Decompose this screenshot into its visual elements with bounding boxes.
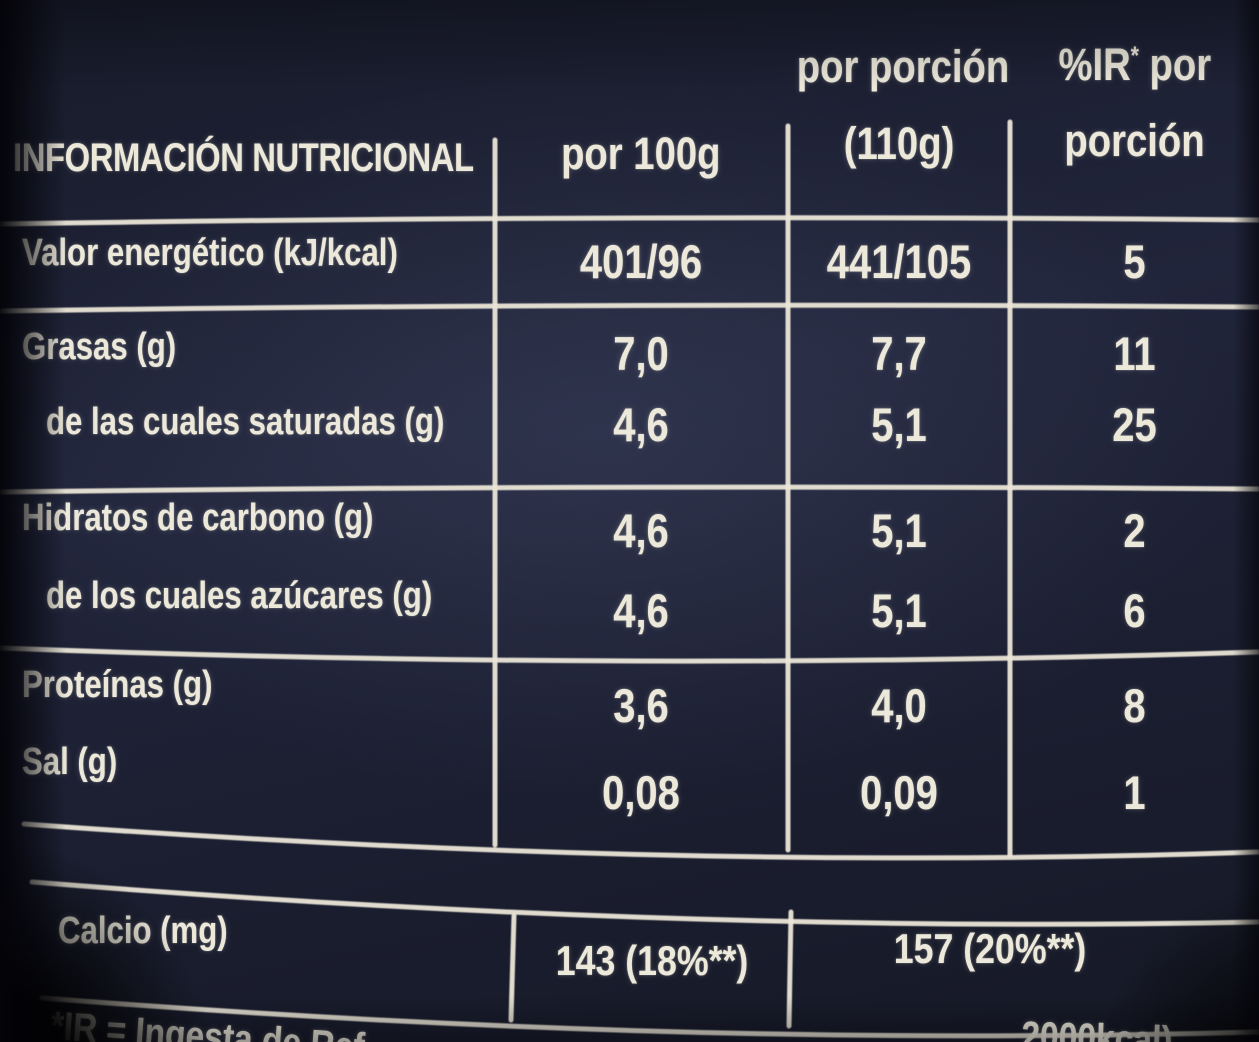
row-label: de las cuales saturadas (g) [46, 401, 445, 443]
value-per-portion: 5,1 [871, 584, 927, 637]
value-per-100g: 4,6 [613, 398, 669, 451]
value-ir-percent: 5 [1123, 235, 1146, 288]
column-header-portion-size-text: (110g) [843, 118, 955, 169]
value-per-100g: 4,6 [613, 504, 669, 557]
ir-abbrev: %IR [1058, 39, 1131, 90]
column-header-per-portion-line2: (110g) [788, 121, 1010, 166]
calcium-value-per-portion: 157 (20%**) [893, 925, 1087, 972]
value-ir-percent: 6 [1123, 584, 1146, 637]
value-per-portion: 441/105 [826, 235, 972, 288]
value-per-100g: 0,08 [602, 766, 680, 819]
column-header-ir-line2-text: porción [1064, 115, 1205, 166]
value-per-portion: 4,0 [871, 679, 927, 732]
footnote-kcal-fragment: 2000kcal) [1020, 1014, 1174, 1042]
column-header-per-100g: por 100g [494, 131, 788, 176]
table-row-saturated-fat: de las cuales saturadas (g) 4,6 5,1 25 [0, 398, 1259, 499]
value-per-portion: 7,7 [871, 327, 927, 380]
column-header-ir-line2: porción [1010, 118, 1259, 163]
value-per-100g: 4,6 [613, 584, 669, 637]
column-header-per-100g-text: por 100g [561, 128, 721, 179]
value-ir-percent: 8 [1123, 679, 1146, 732]
table-row-salt: Sal (g) 0,08 0,09 1 [0, 743, 1259, 839]
value-per-100g: 3,6 [613, 679, 669, 732]
row-label: Hidratos de carbono (g) [22, 497, 374, 539]
value-ir-percent: 25 [1112, 398, 1157, 451]
row-label: Proteínas (g) [22, 664, 213, 706]
row-label: Valor energético (kJ/kcal) [22, 232, 398, 274]
row-label: de los cuales azúcares (g) [46, 575, 433, 617]
table-row-energy: Valor energético (kJ/kcal) 401/96 441/10… [0, 234, 1259, 330]
row-label-calcium: Calcio (mg) [58, 910, 228, 952]
column-header-per-portion-line1: por porción [778, 44, 1020, 89]
table-title: INFORMACIÓN NUTRICIONAL [13, 136, 474, 180]
column-header-ir-text: %IR* por [1058, 42, 1211, 87]
value-per-portion: 5,1 [871, 398, 927, 451]
row-label: Grasas (g) [22, 326, 177, 368]
value-ir-percent: 11 [1113, 327, 1156, 380]
column-header-ir-line1: %IR* por [1010, 42, 1259, 87]
value-per-100g: 7,0 [613, 327, 669, 380]
calcium-value-per-100g: 143 (18%**) [555, 937, 749, 984]
value-ir-percent: 2 [1123, 504, 1146, 557]
value-per-100g: 401/96 [579, 235, 703, 288]
column-header-per-portion-text: por porción [796, 41, 1010, 92]
row-label: Sal (g) [22, 741, 118, 783]
ir-asterisk: * [1130, 43, 1139, 70]
value-per-portion: 0,09 [860, 766, 938, 819]
ir-por: por [1138, 39, 1211, 90]
value-ir-percent: 1 [1123, 766, 1146, 819]
value-per-portion: 5,1 [871, 504, 927, 557]
table-row-sugars: de los cuales azúcares (g) 4,6 5,1 6 [0, 577, 1259, 673]
